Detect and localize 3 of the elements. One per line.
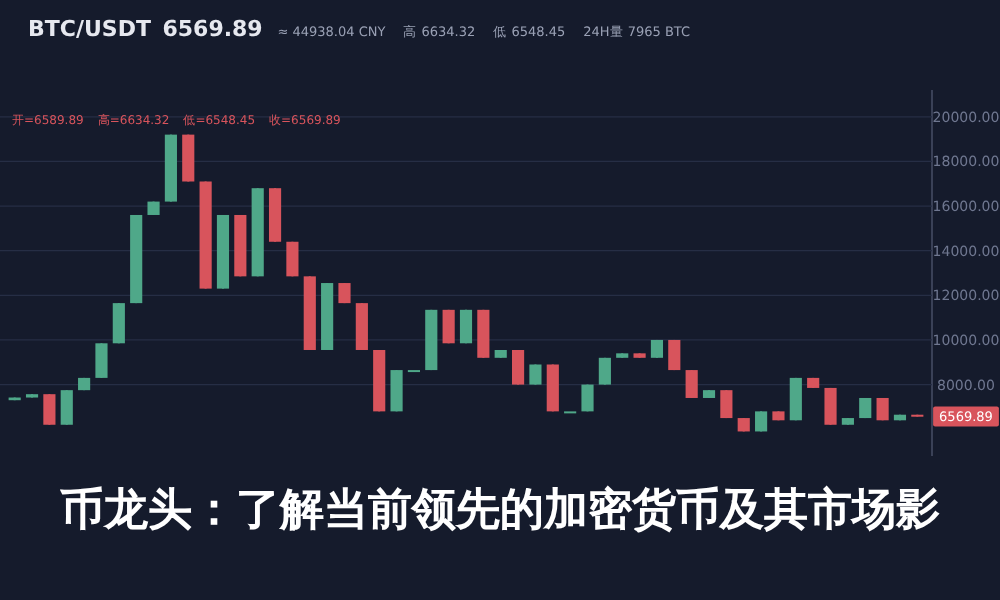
- text: 6569.89: [162, 16, 263, 42]
- text: 币龙头：了解当前领先的加密货币及其市场影: [58, 484, 940, 536]
- text: BTC/USDT: [28, 16, 152, 42]
